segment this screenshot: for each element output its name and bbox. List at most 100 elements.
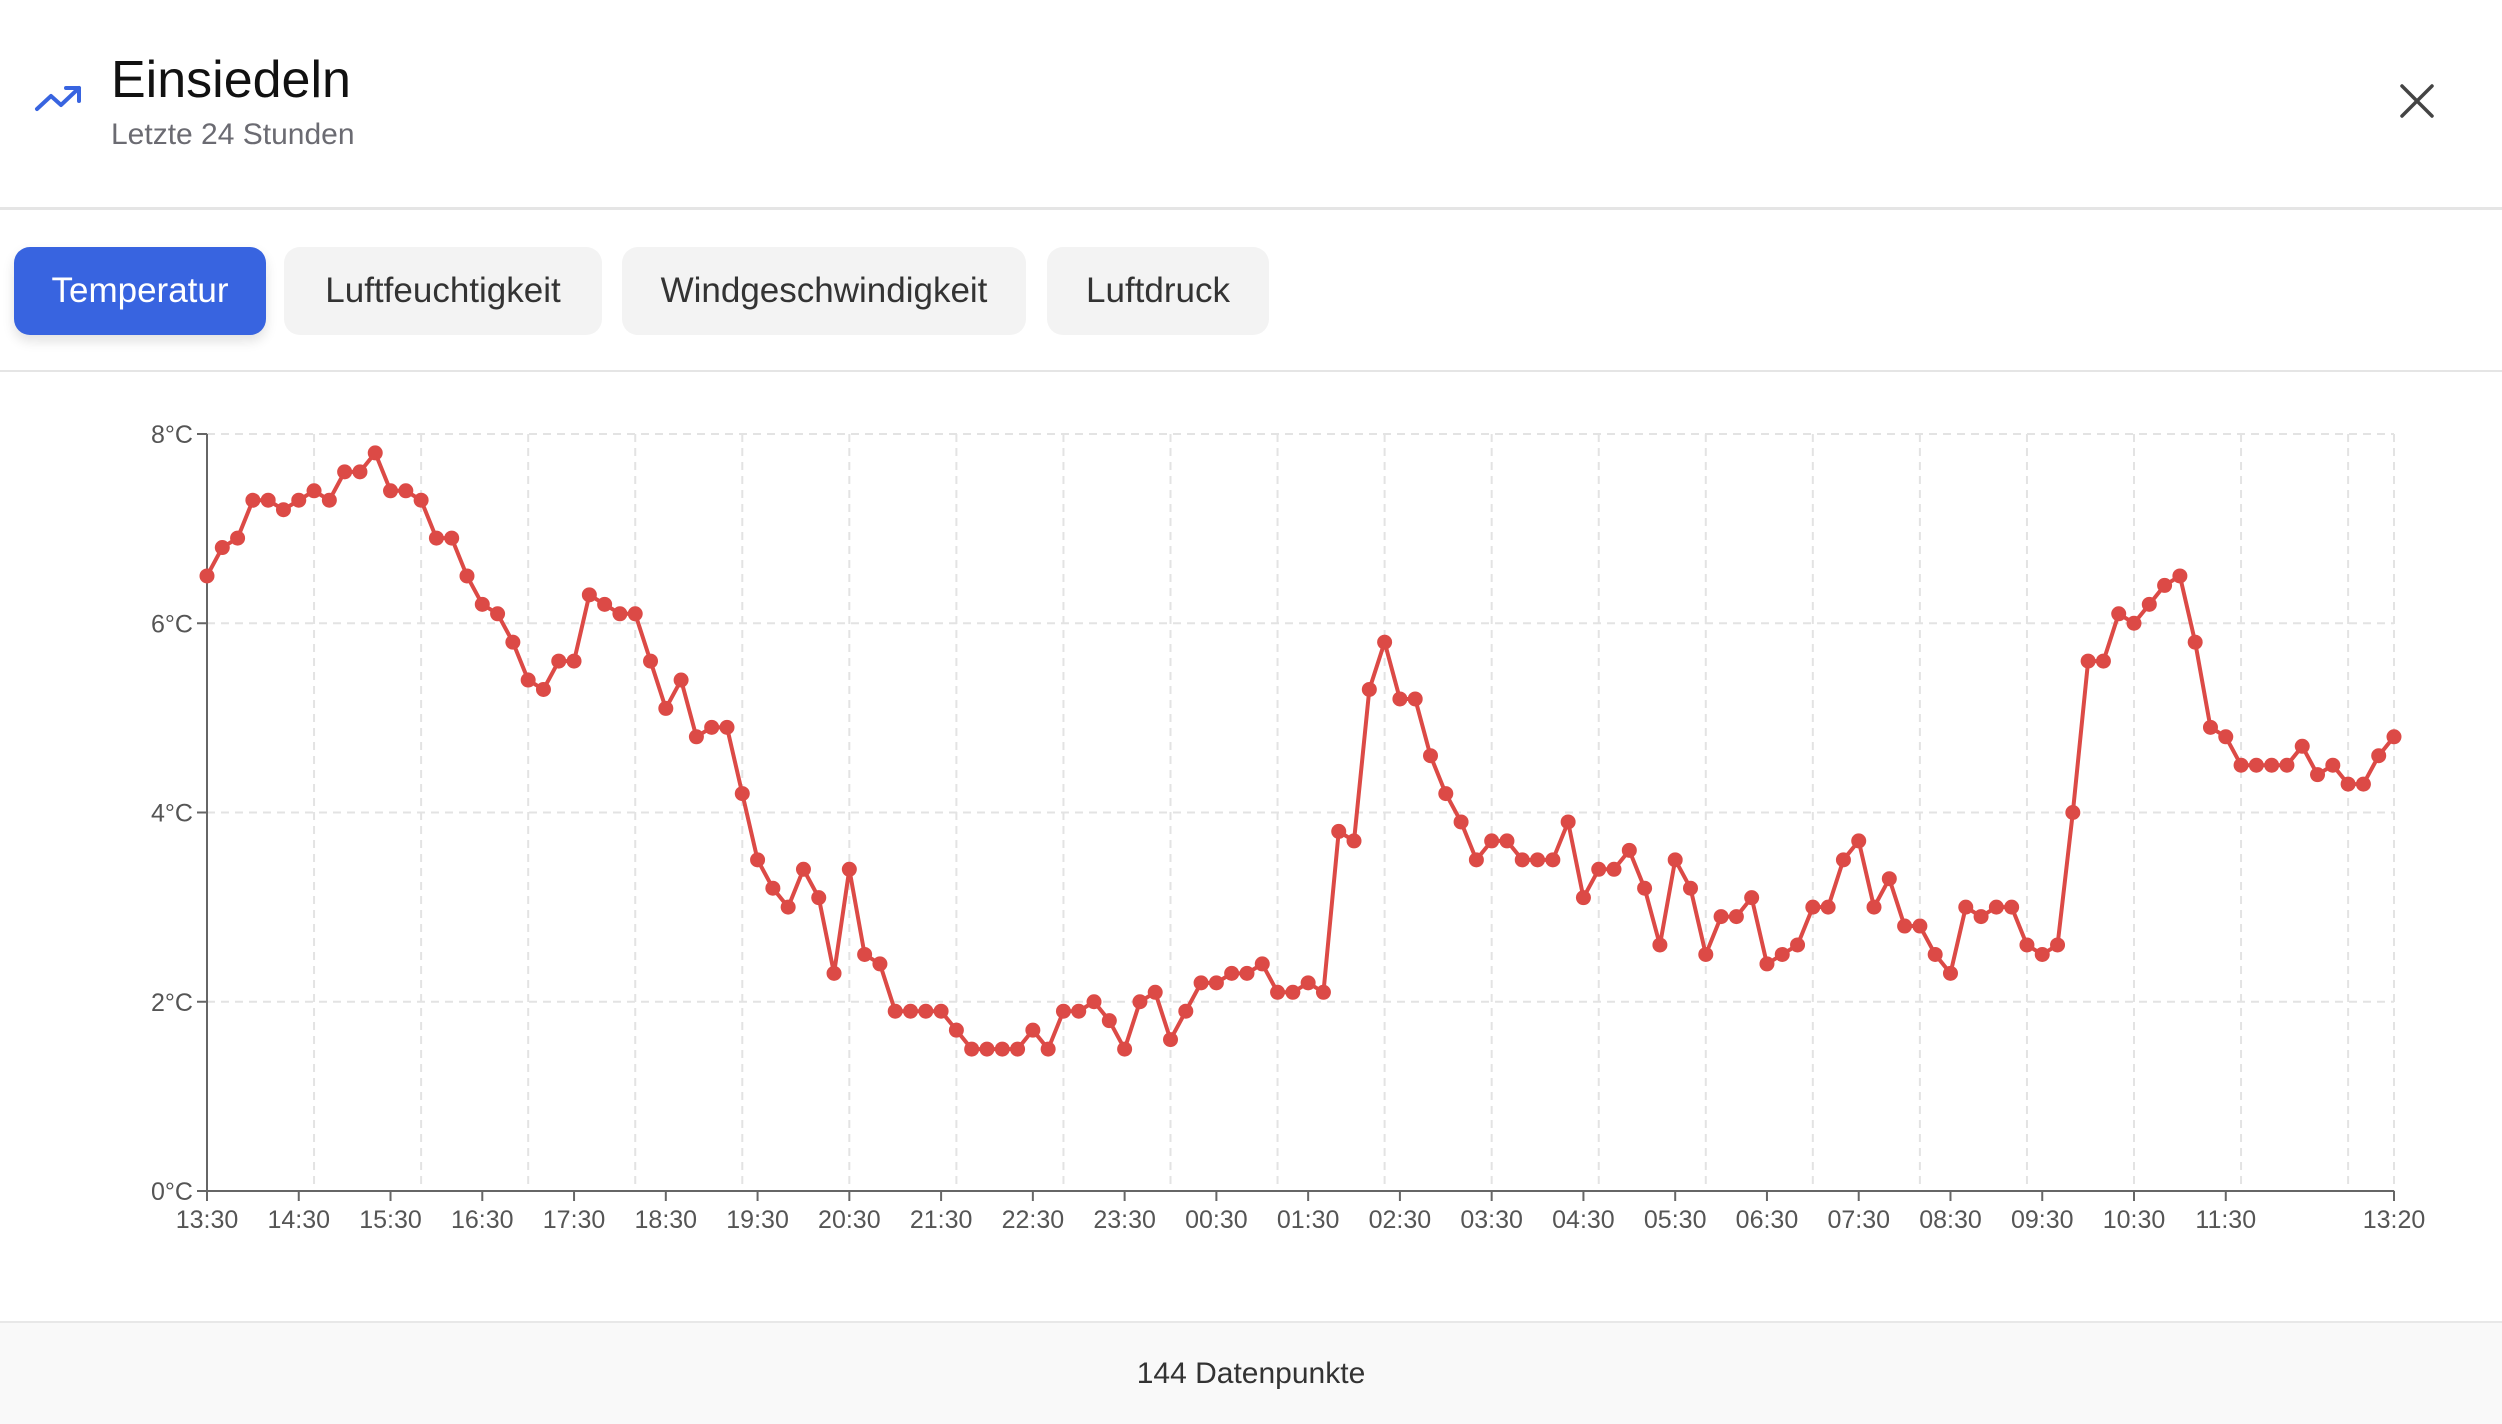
- tab-luftdruck[interactable]: Luftdruck: [1047, 247, 1269, 335]
- data-point: [964, 1041, 980, 1057]
- data-point: [1973, 909, 1989, 925]
- data-point: [275, 502, 291, 518]
- data-point: [1117, 1041, 1133, 1057]
- data-point: [1958, 899, 1974, 915]
- data-point: [2371, 748, 2387, 764]
- data-point: [1988, 899, 2004, 915]
- data-point: [688, 729, 704, 745]
- close-icon[interactable]: [2396, 80, 2438, 122]
- data-point: [260, 492, 276, 508]
- data-point: [551, 653, 567, 669]
- data-point: [2065, 805, 2081, 820]
- data-point: [428, 530, 444, 546]
- x-tick-label: 20:30: [818, 1206, 881, 1234]
- data-point: [704, 719, 720, 735]
- x-tick-label: 19:30: [726, 1206, 789, 1234]
- data-point: [1927, 946, 1943, 962]
- data-point: [658, 700, 674, 716]
- data-point: [291, 492, 307, 508]
- data-point: [1759, 956, 1775, 972]
- data-point: [811, 890, 827, 906]
- data-point: [1163, 1032, 1179, 1048]
- data-point: [1591, 861, 1607, 877]
- data-point: [383, 483, 399, 499]
- data-point: [1790, 937, 1806, 953]
- data-point: [1499, 833, 1515, 849]
- data-point: [719, 719, 735, 735]
- data-point: [1728, 909, 1744, 925]
- data-point: [2187, 634, 2203, 650]
- data-point: [1866, 899, 1882, 915]
- data-point: [1545, 852, 1561, 868]
- data-point: [1101, 1013, 1117, 1029]
- data-point: [1897, 918, 1913, 934]
- data-point: [643, 653, 659, 669]
- x-tick-label: 10:30: [2103, 1206, 2166, 1234]
- x-tick-label: 16:30: [451, 1206, 514, 1234]
- data-point: [2218, 729, 2234, 745]
- data-point: [2248, 757, 2264, 773]
- temperature-line: [205, 450, 2396, 1052]
- data-point: [1468, 852, 1484, 868]
- footer: 144 Datenpunkte: [0, 1321, 2502, 1424]
- y-tick-label: 6°C: [151, 610, 193, 638]
- data-point: [352, 464, 368, 480]
- data-point: [1851, 833, 1867, 849]
- time-range-subtitle: Letzte 24 Stunden: [111, 118, 355, 151]
- trending-up-icon: [35, 86, 81, 111]
- x-tick-label: 13:30: [176, 1206, 239, 1234]
- data-point: [1377, 634, 1393, 650]
- data-point: [214, 540, 230, 556]
- data-point: [1361, 681, 1377, 697]
- data-point: [1086, 994, 1102, 1010]
- data-point: [1744, 890, 1760, 906]
- data-point: [337, 464, 353, 480]
- x-tick-label: 15:30: [359, 1206, 422, 1234]
- x-tick-label: 02:30: [1369, 1206, 1432, 1234]
- data-point: [1682, 880, 1698, 896]
- data-point: [1407, 691, 1423, 707]
- data-point: [948, 1022, 964, 1038]
- data-point: [2233, 757, 2249, 773]
- data-point: [1820, 899, 1836, 915]
- data-point: [1774, 946, 1790, 962]
- data-point: [1805, 899, 1821, 915]
- x-tick-label: 00:30: [1185, 1206, 1248, 1234]
- data-point: [444, 530, 460, 546]
- data-point: [535, 681, 551, 697]
- data-point: [367, 445, 383, 461]
- data-point: [490, 606, 506, 622]
- data-point: [2034, 946, 2050, 962]
- data-point: [933, 1003, 949, 1019]
- data-point: [734, 786, 750, 802]
- metric-tabs: Temperatur Luftfeuchtigkeit Windgeschwin…: [0, 210, 2502, 372]
- dialog-header: Einsiedeln Letzte 24 Stunden: [0, 0, 2502, 210]
- data-point: [1208, 975, 1224, 991]
- tab-luftfeuchtigkeit[interactable]: Luftfeuchtigkeit: [284, 247, 602, 335]
- x-tick-label: 17:30: [543, 1206, 606, 1234]
- data-point: [795, 861, 811, 877]
- data-point: [1713, 909, 1729, 925]
- data-point: [1912, 918, 1928, 934]
- y-tick-label: 0°C: [151, 1178, 193, 1206]
- data-point: [1239, 965, 1255, 981]
- station-title: Einsiedeln: [111, 51, 351, 109]
- x-tick-label: 11:30: [2195, 1206, 2256, 1234]
- data-point: [199, 568, 215, 584]
- x-tick-label: 08:30: [1919, 1206, 1982, 1234]
- x-tick-label: 13:20: [2363, 1206, 2426, 1234]
- data-point: [1010, 1041, 1026, 1057]
- data-point: [505, 634, 521, 650]
- tab-windgeschwindigkeit[interactable]: Windgeschwindigkeit: [622, 247, 1026, 335]
- data-point: [2355, 776, 2371, 792]
- data-point: [1514, 852, 1530, 868]
- y-tick-label: 4°C: [151, 800, 193, 828]
- data-point: [1881, 871, 1897, 887]
- data-point: [2141, 596, 2157, 612]
- tab-temperatur[interactable]: Temperatur: [14, 247, 266, 335]
- data-point: [1453, 814, 1469, 830]
- data-point: [1438, 786, 1454, 802]
- data-point: [765, 880, 781, 896]
- data-point: [1698, 946, 1714, 962]
- x-tick-label: 14:30: [267, 1206, 330, 1234]
